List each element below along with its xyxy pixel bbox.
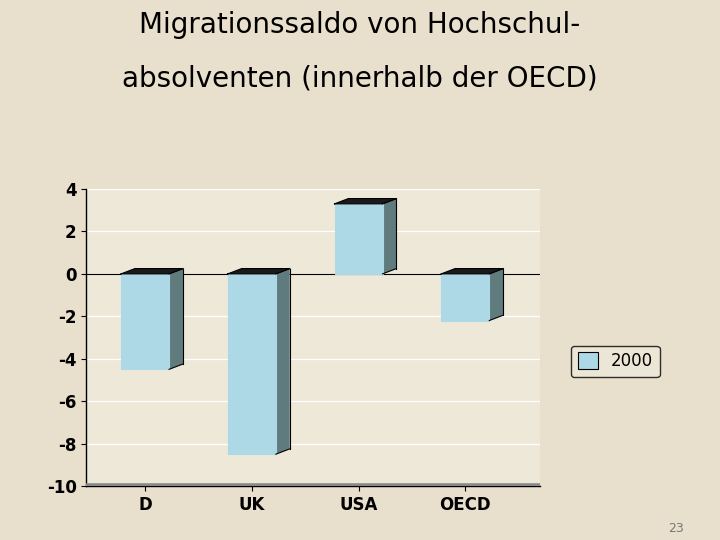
Polygon shape [121, 268, 183, 274]
Polygon shape [382, 199, 397, 274]
Legend: 2000: 2000 [571, 346, 660, 377]
Bar [121, 274, 169, 369]
Polygon shape [276, 268, 289, 454]
Polygon shape [228, 268, 289, 274]
Polygon shape [441, 268, 503, 274]
Text: 23: 23 [668, 522, 684, 535]
Polygon shape [169, 268, 183, 369]
Polygon shape [490, 268, 503, 321]
Bar [441, 274, 490, 321]
Text: Migrationssaldo von Hochschul-: Migrationssaldo von Hochschul- [140, 11, 580, 39]
Text: absolventen (innerhalb der OECD): absolventen (innerhalb der OECD) [122, 65, 598, 93]
Bar [335, 204, 382, 274]
Polygon shape [335, 199, 397, 204]
Bar [228, 274, 276, 454]
